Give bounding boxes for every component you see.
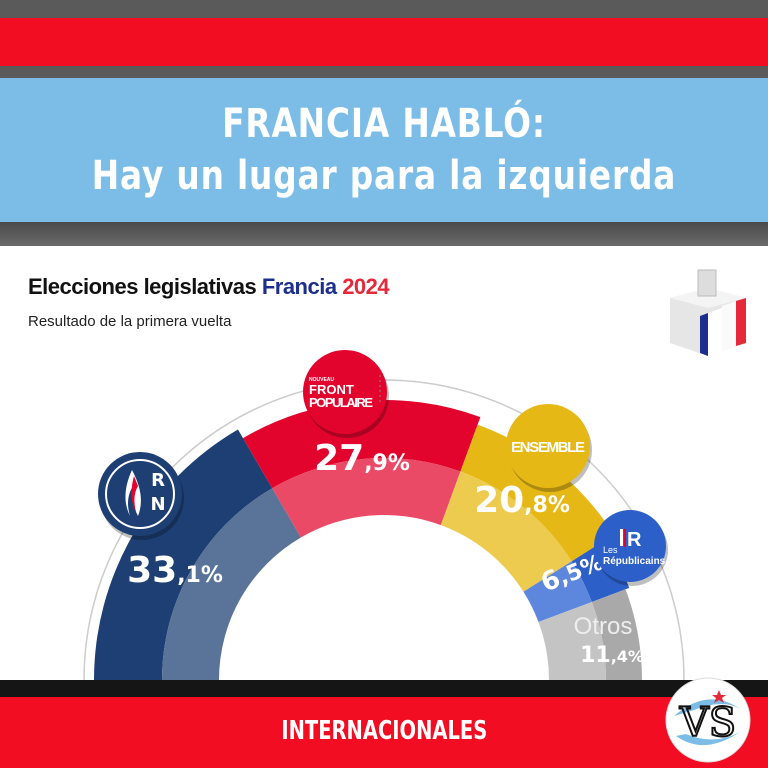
headline-line-1: FRANCIA HABLÓ: (222, 101, 546, 147)
nfp-logo-text: NOUVEAU (309, 377, 334, 383)
svg-text:VS: VS (679, 700, 736, 746)
headline-line-2: Hay un lugar para la izquierda (91, 153, 677, 199)
bottom-divider (0, 680, 768, 697)
chart-subtitle: Resultado de la primera vuelta (28, 313, 232, 330)
slice-0 (94, 429, 273, 680)
slice-inner-1 (272, 458, 461, 538)
rn-logo-letter: R (151, 470, 165, 491)
headline-banner: FRANCIA HABLÓ: Hay un lugar para la izqu… (0, 78, 768, 222)
slice-inner-4 (538, 601, 606, 680)
rn-logo: RN (98, 452, 184, 540)
slice-inner-2 (440, 471, 572, 592)
banner-divider (0, 222, 768, 246)
ballot-box-icon (670, 269, 746, 356)
slice-1 (242, 400, 481, 489)
lr-logo-text: Républicains (603, 556, 666, 567)
top-bar (0, 0, 768, 18)
value-label: 20,8% (474, 480, 570, 521)
rn-logo-letter: N (150, 494, 165, 515)
section-label: INTERNACIONALES (0, 716, 768, 746)
vs-logo: VS (665, 677, 751, 763)
slice-4 (591, 589, 642, 680)
title-country: Francia (261, 274, 343, 299)
top-divider (0, 66, 768, 78)
value-label: 33,1% (127, 550, 223, 591)
section-label-text: INTERNACIONALES (281, 716, 487, 746)
ensemble-logo: ENSEMBLE (506, 404, 592, 492)
footer-band (0, 697, 768, 768)
title-part: Elecciones legislativas (28, 274, 262, 299)
top-red-band (0, 18, 768, 66)
otros-label: Otros (574, 613, 633, 640)
value-label: 27,9% (314, 438, 410, 479)
ensemble-logo-text: ENSEMBLE (511, 439, 585, 456)
lr-logo-mark: R (627, 529, 642, 551)
slice-inner-3 (523, 561, 592, 622)
slice-inner-0 (162, 488, 301, 680)
nfp-logo-text: FRONT (309, 382, 354, 397)
chart-title: Elecciones legislativas Francia 2024 (28, 274, 390, 300)
title-year: 2024 (342, 274, 390, 299)
semicircle-chart: 33,1%27,9%20,8%6,5%11,4%OtrosRNNOUVEAUFR… (83, 350, 685, 680)
slice-3 (571, 539, 630, 602)
nfp-logo-text: POPULAIRE (309, 395, 373, 410)
lr-logo-text: Les (603, 545, 618, 555)
value-label: 11,4% (580, 643, 644, 668)
slice-2 (460, 424, 614, 562)
